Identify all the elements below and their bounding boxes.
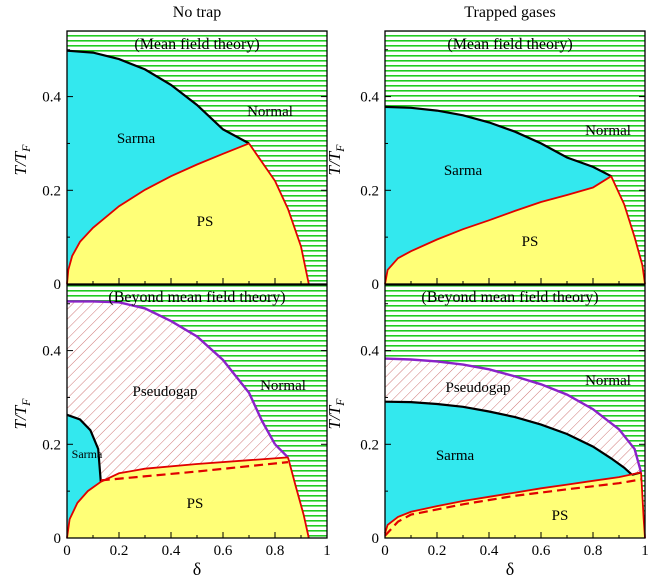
boundary-ps-normal bbox=[640, 472, 646, 539]
y-tick-label: 0.2 bbox=[360, 437, 379, 453]
y-tick-label: 0 bbox=[54, 277, 62, 293]
boundary-sarma-normal bbox=[66, 49, 250, 145]
annotation-tr: (Mean field theory) bbox=[447, 36, 572, 53]
label-sarma-bl: Sarma bbox=[72, 447, 103, 461]
region-ps bbox=[67, 143, 309, 284]
boundary-pseudogap-ps bbox=[100, 456, 289, 483]
y-tick-label: 0 bbox=[54, 531, 62, 547]
boundary-sarma-pseudogap bbox=[66, 413, 102, 482]
boundary-pseudogap-normal-end bbox=[274, 443, 289, 459]
boundary-sarma-ps bbox=[384, 471, 642, 534]
x-tick-label: 0 bbox=[63, 543, 71, 559]
y-axis-label-bl: T/TF bbox=[11, 398, 33, 430]
x-tick-label: 1 bbox=[641, 543, 649, 559]
panel-bottom-right: 0 0.2 0.4 0 0.2 0.4 0.6 0.8 1 bbox=[360, 284, 649, 559]
x-tick-label: 0.2 bbox=[110, 543, 129, 559]
y-axis-label-br: T/TF bbox=[325, 398, 347, 430]
y-tick-label: 0.2 bbox=[360, 183, 379, 199]
label-normal-tl: Normal bbox=[247, 104, 293, 120]
x-axis-label-right: δ bbox=[506, 559, 514, 579]
panel-top-left: 0 0.2 0.4 bbox=[42, 30, 328, 293]
region-ps bbox=[67, 457, 309, 538]
x-tick-label: 0.8 bbox=[584, 543, 603, 559]
region-pseudogap bbox=[67, 301, 288, 482]
boundary-sarma-ps bbox=[66, 142, 250, 285]
y-tick-label: 0.4 bbox=[360, 90, 379, 106]
region-sarma bbox=[67, 414, 101, 538]
label-sarma-br: Sarma bbox=[436, 448, 475, 464]
boundary-sarma-ps bbox=[384, 175, 612, 285]
label-sarma-tr: Sarma bbox=[444, 163, 483, 179]
y-tick-label: 0.4 bbox=[42, 90, 61, 106]
x-tick-label: 0.8 bbox=[266, 543, 285, 559]
y-tick-label: 0.2 bbox=[42, 183, 61, 199]
y-tick-label: 0.4 bbox=[360, 344, 379, 360]
region-ps bbox=[385, 472, 645, 538]
label-ps-bl: PS bbox=[187, 496, 204, 512]
region-pseudogap bbox=[385, 358, 642, 475]
x-axis-label-left: δ bbox=[193, 559, 201, 579]
label-normal-tr: Normal bbox=[585, 123, 631, 139]
y-axis-label-tr: T/TF bbox=[325, 144, 347, 176]
annotation-bl: (Beyond mean field theory) bbox=[108, 289, 285, 306]
boundary-dashed bbox=[100, 461, 289, 482]
boundary-ps-normal bbox=[287, 457, 310, 539]
column-title-trapped-gases: Trapped gases bbox=[464, 4, 555, 21]
panel-top-right: 0 0.2 0.4 bbox=[360, 30, 646, 293]
x-tick-label: 0 bbox=[381, 543, 389, 559]
boundary-sarma-normal bbox=[384, 105, 612, 178]
x-tick-label: 0.4 bbox=[162, 543, 181, 559]
label-normal-bl: Normal bbox=[260, 378, 306, 394]
annotation-tl: (Mean field theory) bbox=[134, 36, 259, 53]
svg-text:T/TF: T/TF bbox=[11, 398, 33, 430]
x-tick-label: 0.6 bbox=[532, 543, 551, 559]
boundary-sarma-ps bbox=[66, 481, 102, 539]
y-tick-label: 0.2 bbox=[42, 437, 61, 453]
y-tick-label: 0 bbox=[372, 531, 380, 547]
y-tick-label: 0.4 bbox=[42, 344, 61, 360]
svg-text:T/TF: T/TF bbox=[11, 144, 33, 176]
x-tick-label: 0.4 bbox=[480, 543, 499, 559]
label-ps-tr: PS bbox=[522, 234, 539, 250]
label-sarma-tl: Sarma bbox=[117, 131, 156, 147]
boundary-pseudogap-normal bbox=[67, 300, 277, 445]
region-sarma bbox=[385, 401, 642, 534]
boundary-sarma-pseudogap bbox=[384, 400, 633, 476]
panel-bottom-left: 0 0.2 0.4 0 0.2 0.4 0.6 0.8 1 bbox=[42, 284, 331, 559]
boundary-ps-normal bbox=[610, 175, 646, 285]
svg-text:T/TF: T/TF bbox=[325, 144, 347, 176]
region-ps bbox=[385, 176, 645, 284]
y-tick-label: 0 bbox=[372, 277, 380, 293]
x-tick-label: 0.2 bbox=[428, 543, 447, 559]
label-pseudogap-br: Pseudogap bbox=[446, 380, 511, 396]
label-pseudogap-bl: Pseudogap bbox=[133, 384, 198, 400]
annotation-br: (Beyond mean field theory) bbox=[421, 289, 598, 306]
boundary-dashed bbox=[384, 478, 642, 537]
x-tick-label: 0.6 bbox=[214, 543, 233, 559]
label-normal-br: Normal bbox=[585, 373, 631, 389]
y-axis-label-tl: T/TF bbox=[11, 144, 33, 176]
x-tick-label: 1 bbox=[323, 543, 331, 559]
region-sarma bbox=[67, 50, 249, 284]
boundary-ps-normal bbox=[248, 142, 310, 285]
svg-text:T/TF: T/TF bbox=[325, 398, 347, 430]
label-ps-br: PS bbox=[552, 508, 569, 524]
label-ps-tl: PS bbox=[197, 214, 214, 230]
boundary-pseudogap-normal bbox=[384, 357, 643, 473]
column-title-no-trap: No trap bbox=[173, 4, 221, 21]
